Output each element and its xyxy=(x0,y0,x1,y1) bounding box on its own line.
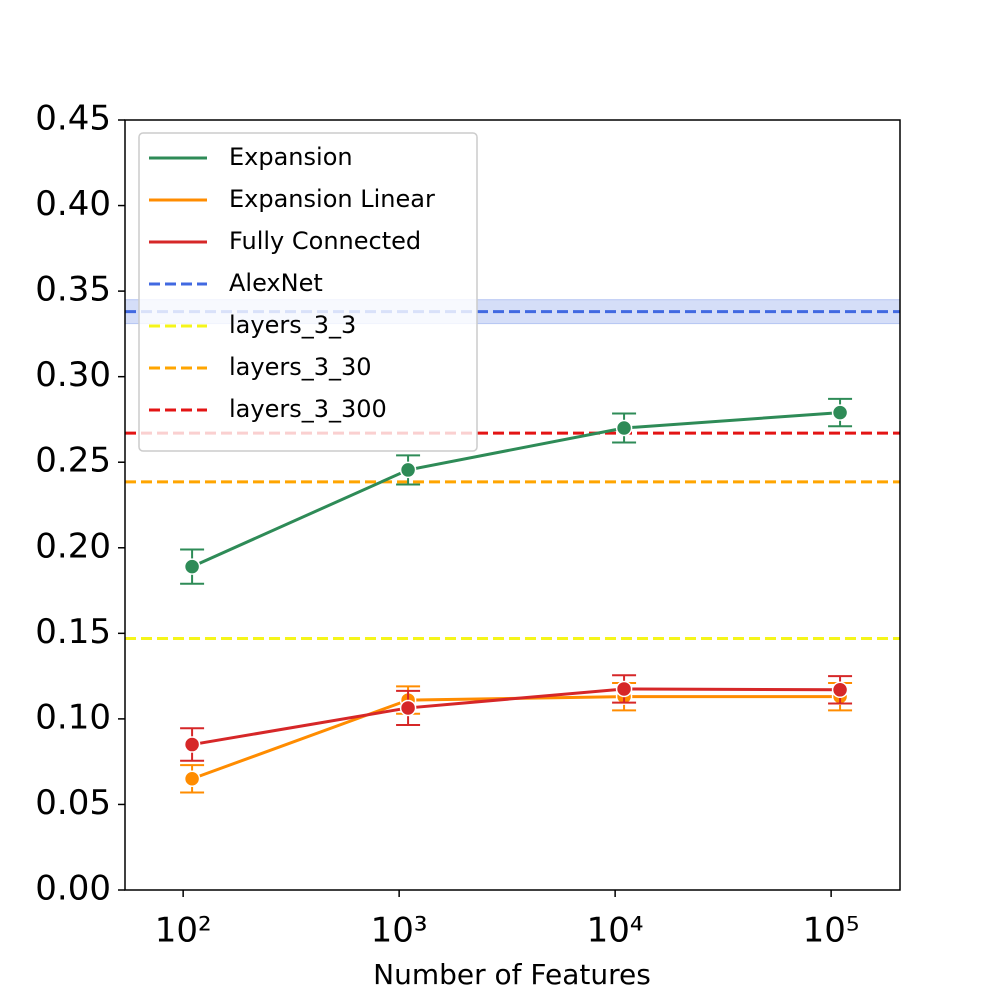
legend-label: layers_3_3 xyxy=(229,311,356,339)
y-tick-label: 0.35 xyxy=(35,270,111,310)
y-tick-label: 0.30 xyxy=(35,355,111,395)
y-tick-label: 0.05 xyxy=(35,783,111,823)
marker xyxy=(615,419,633,437)
y-tick-label: 0.40 xyxy=(35,184,111,224)
marker xyxy=(183,558,201,575)
series-line xyxy=(191,687,841,747)
y-tick-label: 0.00 xyxy=(35,869,111,909)
legend-label: Expansion xyxy=(229,143,353,171)
y-tick-label: 0.20 xyxy=(35,526,111,566)
marker xyxy=(615,680,633,698)
x-axis-label: Number of Features xyxy=(373,958,651,991)
marker xyxy=(183,770,201,788)
marker xyxy=(183,736,201,753)
series-line xyxy=(191,695,841,781)
series-line xyxy=(191,411,841,568)
x-tick-label: 10⁴ xyxy=(587,911,644,951)
y-tick-label: 0.10 xyxy=(35,697,111,737)
x-tick-label: 10⁵ xyxy=(803,911,860,951)
legend-label: layers_3_30 xyxy=(229,353,372,381)
legend-label: layers_3_300 xyxy=(229,395,387,423)
y-tick-label: 0.15 xyxy=(35,612,111,652)
legend-label: Expansion Linear xyxy=(229,185,435,213)
plot-frame xyxy=(124,119,901,891)
legend-label: Fully Connected xyxy=(229,227,421,255)
legend-label: AlexNet xyxy=(229,269,323,297)
y-tick-label: 0.45 xyxy=(35,99,111,139)
y-tick-label: 0.25 xyxy=(35,441,111,481)
marker xyxy=(831,404,849,421)
legend-box xyxy=(138,132,478,452)
marker xyxy=(399,699,417,717)
marker xyxy=(399,461,417,479)
x-tick-label: 10³ xyxy=(371,911,428,951)
marker xyxy=(831,681,849,699)
x-tick-label: 10² xyxy=(155,911,212,951)
